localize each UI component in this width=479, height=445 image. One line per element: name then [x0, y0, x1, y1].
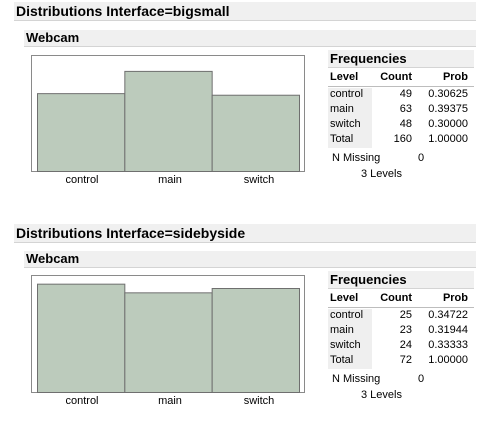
bar-main[interactable] — [124, 70, 213, 172]
prob-cell: 0.30625 — [428, 88, 468, 100]
frequencies-panel: Frequencies Level Count Prob control 25 … — [328, 271, 474, 411]
webcam-header-bigsmall[interactable]: Webcam — [24, 30, 476, 47]
count-cell: 72 — [399, 354, 412, 366]
tick-label: control — [65, 174, 99, 186]
x-axis-labels: control main switch — [31, 395, 305, 409]
tick-label: main — [158, 395, 182, 407]
n-missing-value: 0 — [418, 373, 425, 385]
table-header: Level Count Prob — [328, 71, 474, 87]
frequencies-header[interactable]: Frequencies — [328, 50, 474, 68]
level-cell: control — [330, 88, 364, 100]
count-cell: 49 — [399, 88, 412, 100]
level-cell: control — [330, 309, 364, 321]
chart-svg — [31, 55, 305, 172]
table-header: Level Count Prob — [328, 292, 474, 308]
col-level: Level — [330, 292, 359, 304]
table-row: main 23 0.31944 — [328, 324, 474, 339]
n-missing-label: N Missing — [332, 373, 381, 385]
n-missing-value: 0 — [418, 152, 425, 164]
col-count: Count — [380, 71, 412, 83]
prob-cell: 0.34722 — [428, 309, 468, 321]
table-row: main 63 0.39375 — [328, 103, 474, 118]
table-row: switch 24 0.33333 — [328, 339, 474, 354]
prob-cell: 0.30000 — [428, 118, 468, 130]
count-cell: 24 — [399, 339, 412, 351]
bar-switch[interactable] — [211, 94, 301, 172]
level-cell: switch — [330, 118, 361, 130]
tick-label: switch — [243, 395, 275, 407]
frequencies-panel: Frequencies Level Count Prob control 49 … — [328, 50, 474, 190]
count-cell: 25 — [399, 309, 412, 321]
x-axis-labels: control main switch — [31, 174, 305, 188]
level-cell: Total — [330, 354, 354, 366]
table-row: control 49 0.30625 — [328, 88, 474, 103]
table-row: control 25 0.34722 — [328, 309, 474, 324]
level-cell: main — [330, 103, 354, 115]
prob-cell: 1.00000 — [428, 133, 468, 145]
table-row: Total 160 1.00000 — [328, 133, 474, 148]
frequencies-title: Frequencies — [330, 272, 407, 287]
bar-chart-bigsmall — [31, 55, 305, 172]
prob-cell: 0.31944 — [428, 324, 468, 336]
tick-label: main — [158, 174, 182, 186]
table-row: switch 48 0.30000 — [328, 118, 474, 133]
count-cell: 63 — [399, 103, 412, 115]
outline-header-bigsmall[interactable]: Distributions Interface=bigsmall — [14, 2, 476, 21]
count-cell: 160 — [393, 133, 412, 145]
count-cell: 23 — [399, 324, 412, 336]
levels-text: 3 Levels — [361, 168, 402, 180]
prob-cell: 1.00000 — [428, 354, 468, 366]
bar-control[interactable] — [37, 283, 126, 393]
bar-main[interactable] — [124, 292, 213, 393]
col-count: Count — [380, 292, 412, 304]
col-level: Level — [330, 71, 359, 83]
bar-chart-sidebyside — [31, 275, 305, 393]
level-cell: switch — [330, 339, 361, 351]
outline-title: Distributions Interface=bigsmall — [16, 3, 230, 19]
tick-label: control — [65, 395, 99, 407]
prob-cell: 0.39375 — [428, 103, 468, 115]
n-missing-label: N Missing — [332, 152, 381, 164]
col-prob: Prob — [442, 71, 468, 83]
table-row: Total 72 1.00000 — [328, 354, 474, 369]
bar-switch[interactable] — [211, 288, 301, 393]
frequencies-title: Frequencies — [330, 51, 407, 66]
report-title: Webcam — [26, 30, 80, 45]
chart-svg — [31, 275, 305, 393]
bar-control[interactable] — [37, 93, 126, 172]
webcam-header-sidebyside[interactable]: Webcam — [24, 251, 476, 268]
outline-header-sidebyside[interactable]: Distributions Interface=sidebyside — [14, 224, 476, 243]
count-cell: 48 — [399, 118, 412, 130]
outline-title: Distributions Interface=sidebyside — [16, 225, 246, 241]
level-cell: Total — [330, 133, 354, 145]
levels-text: 3 Levels — [361, 389, 402, 401]
prob-cell: 0.33333 — [428, 339, 468, 351]
level-cell: main — [330, 324, 354, 336]
frequencies-header[interactable]: Frequencies — [328, 271, 474, 289]
tick-label: switch — [243, 174, 275, 186]
col-prob: Prob — [442, 292, 468, 304]
report-title: Webcam — [26, 251, 80, 266]
